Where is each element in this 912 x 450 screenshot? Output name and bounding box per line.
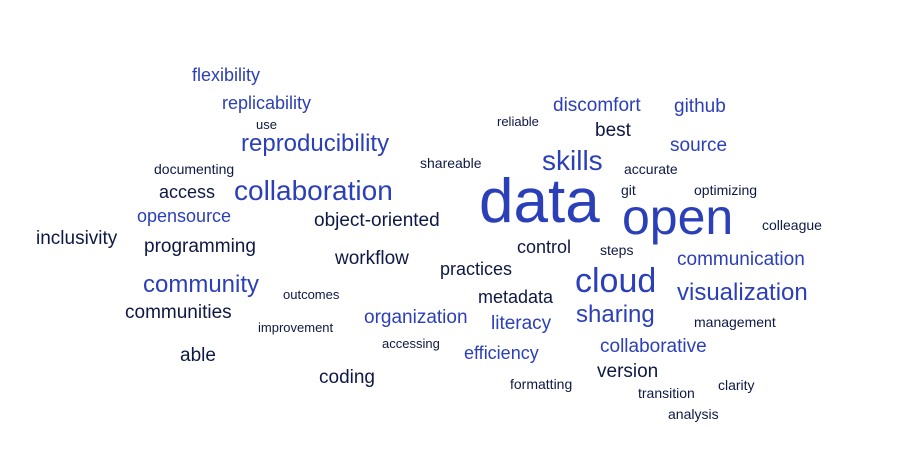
word-communication: communication: [677, 249, 805, 270]
word-github: github: [674, 96, 726, 117]
word-visualization: visualization: [677, 279, 808, 306]
word-clarity: clarity: [718, 377, 755, 393]
word-organization: organization: [364, 307, 468, 328]
word-object-oriented: object-oriented: [314, 210, 440, 231]
word-accurate: accurate: [624, 161, 678, 177]
word-workflow: workflow: [335, 248, 409, 269]
word-steps: steps: [600, 242, 634, 258]
word-sharing: sharing: [576, 301, 655, 328]
word-accessing: accessing: [382, 336, 440, 351]
word-access: access: [159, 182, 216, 202]
word-skills: skills: [542, 145, 603, 176]
word-open: open: [622, 189, 734, 245]
word-reliable: reliable: [497, 114, 539, 129]
word-literacy: literacy: [491, 313, 552, 334]
word-source: source: [670, 135, 728, 156]
word-discomfort: discomfort: [553, 95, 641, 116]
word-formatting: formatting: [510, 376, 573, 392]
word-flexibility: flexibility: [192, 65, 261, 85]
word-best: best: [595, 120, 631, 141]
word-collaboration: collaboration: [234, 175, 393, 206]
word-communities: communities: [125, 302, 232, 323]
word-analysis: analysis: [668, 406, 719, 422]
word-data: data: [479, 167, 600, 236]
word-management: management: [694, 314, 776, 330]
word-control: control: [517, 237, 572, 257]
word-programming: programming: [144, 236, 256, 257]
word-community: community: [143, 271, 260, 298]
word-colleague: colleague: [762, 217, 822, 233]
word-outcomes: outcomes: [283, 287, 340, 302]
word-opensource: opensource: [137, 206, 232, 226]
word-version: version: [597, 361, 659, 382]
word-efficiency: efficiency: [464, 343, 539, 363]
word-documenting: documenting: [154, 161, 235, 177]
word-use: use: [256, 117, 277, 132]
word-able: able: [180, 345, 216, 366]
word-collaborative: collaborative: [600, 336, 707, 357]
word-git: git: [621, 182, 636, 198]
word-shareable: shareable: [420, 155, 482, 171]
word-coding: coding: [319, 367, 375, 388]
word-reproducibility: reproducibility: [241, 130, 390, 157]
word-practices: practices: [440, 259, 513, 279]
word-cloud-term: cloud: [575, 262, 657, 300]
word-transition: transition: [638, 385, 695, 401]
word-inclusivity: inclusivity: [36, 228, 118, 249]
word-metadata: metadata: [478, 287, 554, 307]
word-optimizing: optimizing: [694, 182, 758, 198]
word-replicability: replicability: [222, 93, 312, 113]
word-improvement: improvement: [258, 320, 334, 335]
